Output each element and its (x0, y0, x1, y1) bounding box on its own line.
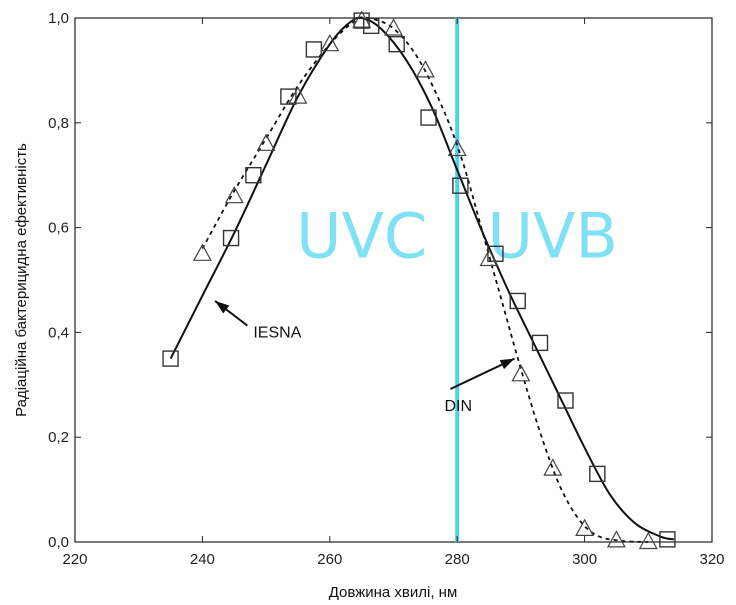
data-point-din (638, 531, 658, 550)
data-point-din (511, 364, 531, 382)
data-point-iesna (557, 392, 574, 409)
data-point-iesna (531, 334, 549, 352)
y-tick-label: 0,0 (48, 534, 69, 551)
data-point-din (415, 60, 435, 78)
data-point-din (224, 185, 244, 204)
data-point-iesna (589, 465, 606, 483)
data-point-iesna (280, 88, 297, 105)
y-axis-title: Радіаційна бактерицидна ефективність (13, 143, 30, 417)
data-point-iesna (452, 177, 469, 194)
region-label: UVC (296, 199, 427, 272)
data-point-iesna (363, 17, 380, 35)
y-tick-label: 0,6 (48, 220, 69, 237)
x-axis-title: Довжина хвилі, нм (329, 584, 458, 601)
y-tick-label: 0,4 (48, 324, 69, 341)
x-tick-label: 280 (445, 551, 470, 568)
data-point-din (575, 518, 595, 537)
data-point-iesna (509, 292, 526, 310)
x-tick-label: 240 (190, 551, 215, 568)
data-point-iesna (388, 36, 405, 53)
annotation-label: DIN (444, 398, 472, 415)
data-point-iesna (420, 109, 437, 126)
annotation-arrow-head (499, 358, 515, 370)
x-tick-label: 300 (572, 551, 597, 568)
data-point-din (320, 33, 340, 52)
y-tick-label: 1,0 (48, 10, 69, 27)
data-point-iesna (245, 166, 262, 184)
data-point-iesna (222, 229, 240, 247)
data-point-din (479, 248, 499, 267)
y-tick-label: 0,8 (48, 115, 69, 132)
series-line-iesna (169, 16, 675, 541)
data-point-din (352, 10, 372, 28)
data-point-din (447, 138, 467, 157)
data-point-din (256, 133, 276, 151)
annotation-arrow-head (215, 300, 230, 314)
data-point-din (288, 86, 308, 104)
data-point-din (192, 243, 212, 261)
annotation-label: IESNA (253, 325, 301, 342)
x-tick-label: 320 (699, 551, 724, 568)
data-point-iesna (659, 531, 676, 548)
data-point-din (606, 530, 626, 548)
region-label: UVB (488, 199, 618, 272)
data-point-din (543, 458, 563, 476)
x-tick-label: 220 (62, 551, 87, 568)
data-point-iesna (162, 350, 179, 367)
plot-area (74, 17, 713, 543)
data-point-din (383, 18, 404, 36)
y-tick-label: 0,2 (48, 429, 69, 446)
series-line-din (201, 16, 649, 543)
x-tick-label: 260 (317, 551, 342, 568)
data-point-iesna (353, 12, 370, 29)
